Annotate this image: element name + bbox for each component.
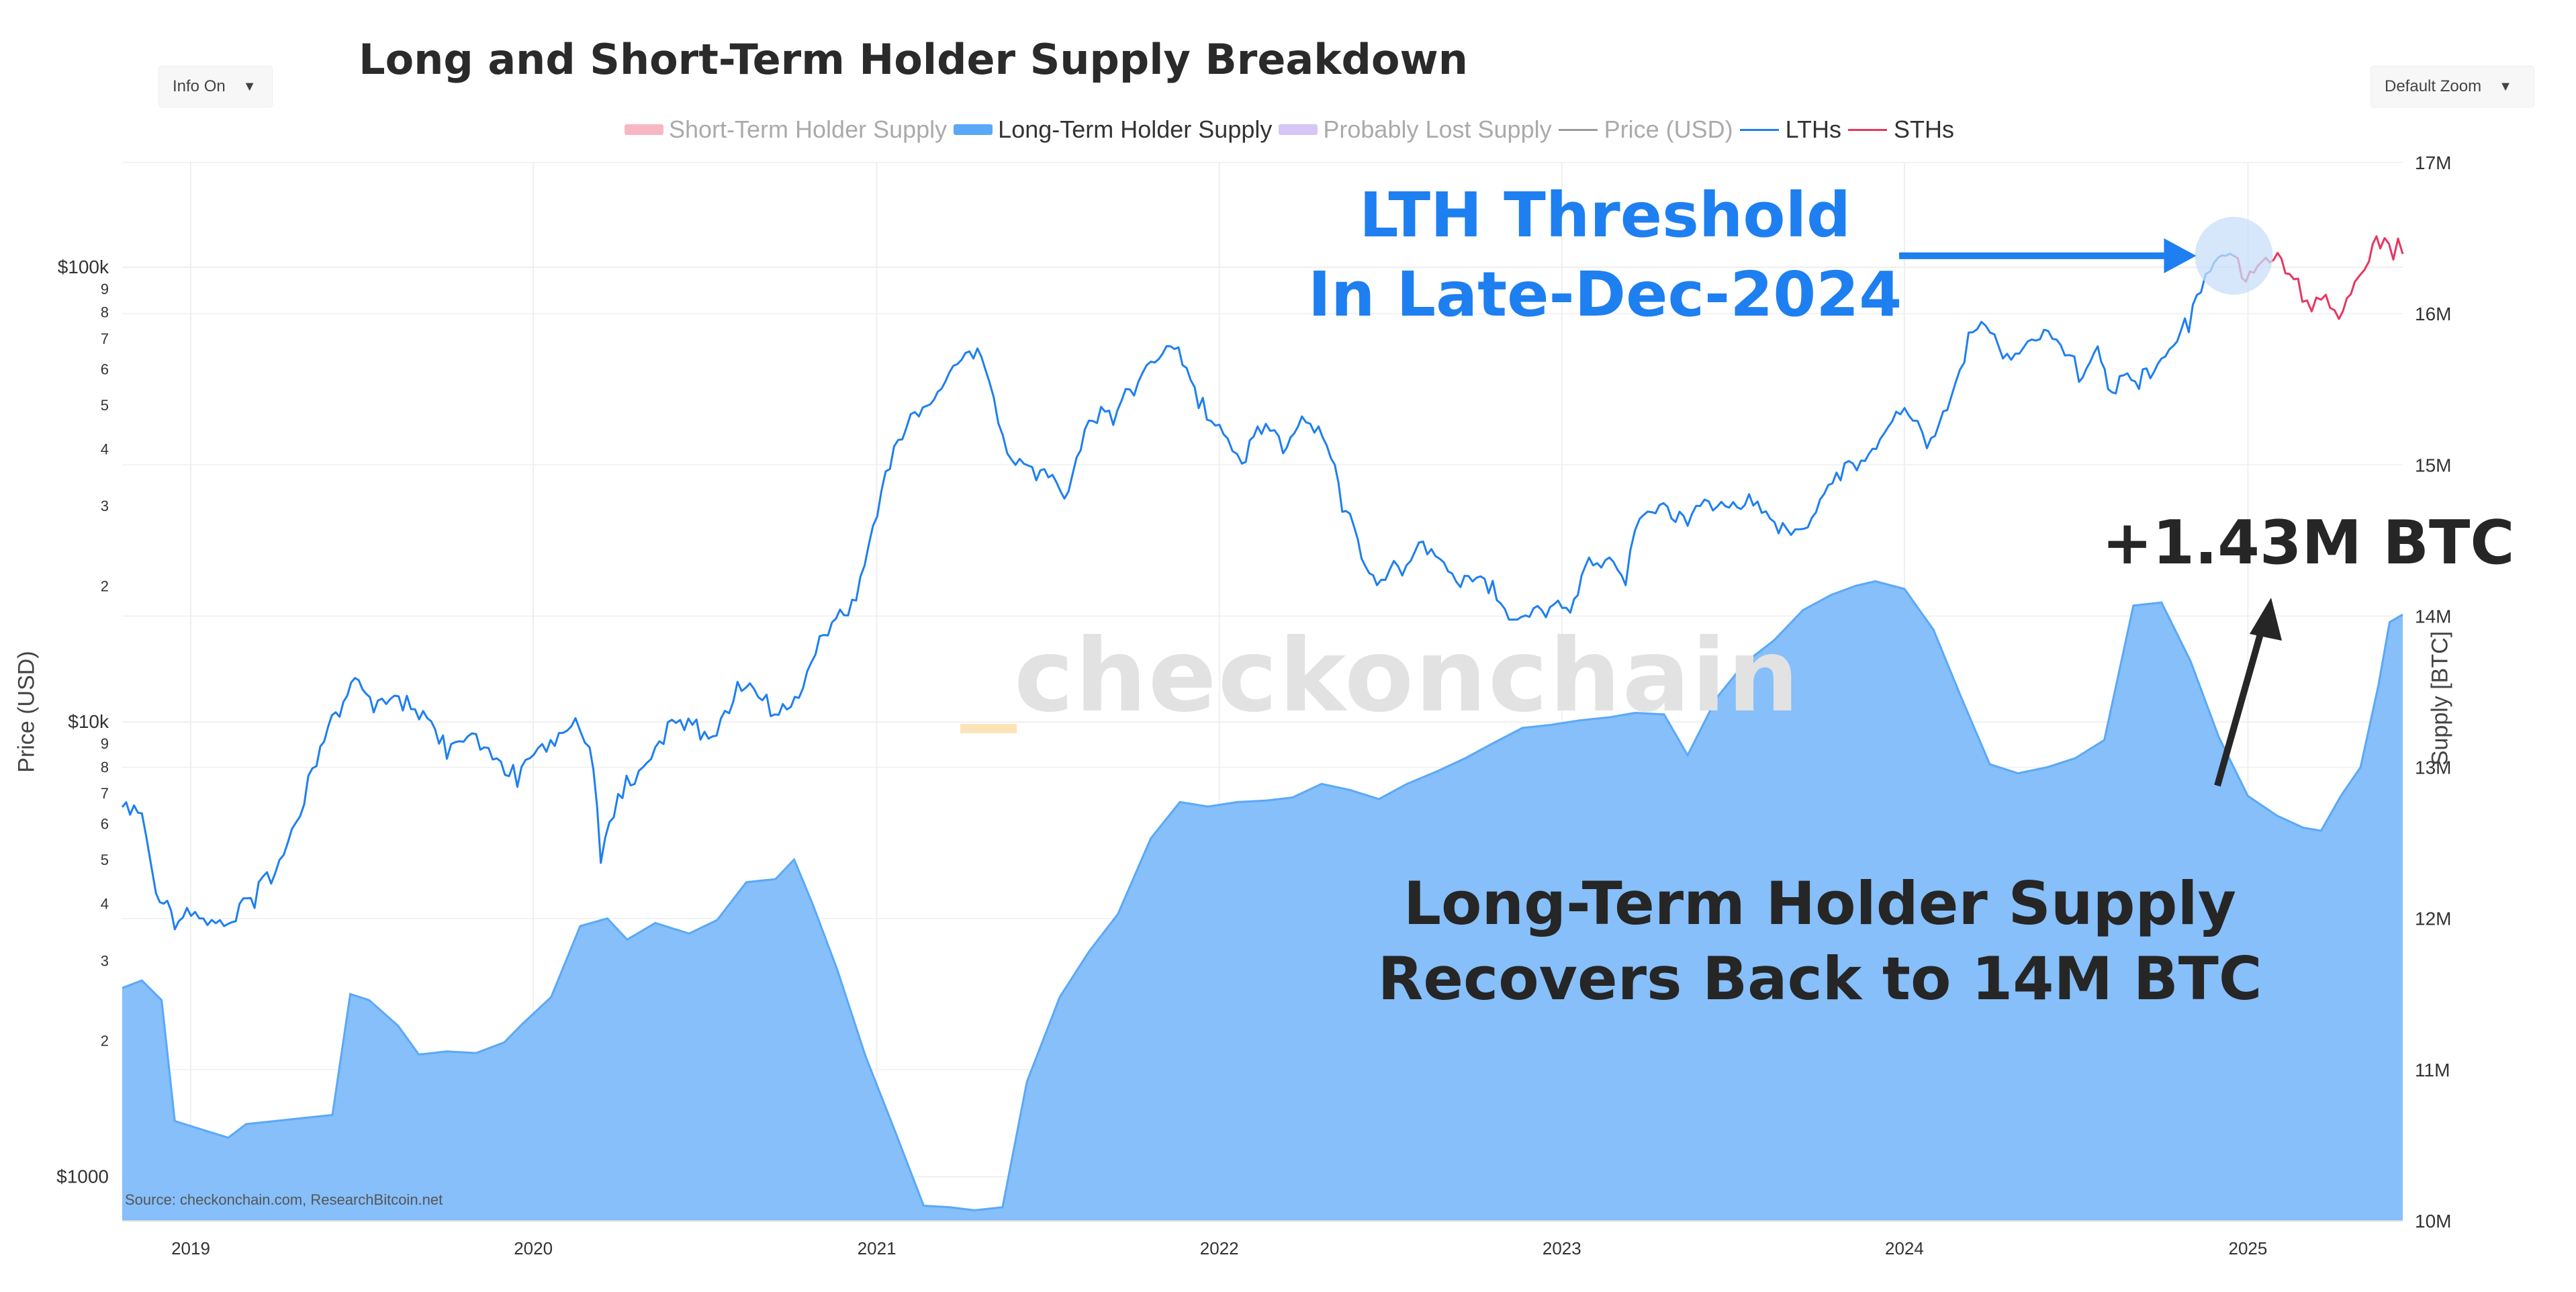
y-left-tick-label: 6 [101, 815, 109, 832]
legend-swatch [1558, 128, 1598, 131]
legend-item-sth-supply[interactable]: Short-Term Holder Supply [625, 116, 947, 144]
legend-swatch [1739, 128, 1779, 131]
x-tick-label: 2022 [1200, 1238, 1239, 1258]
y-left-tick-label: 5 [101, 851, 109, 868]
y-right-tick-label: 10M [2415, 1211, 2451, 1232]
threshold-arrow-head [2164, 238, 2197, 273]
annotation-line: Long-Term Holder Supply [1403, 869, 2237, 938]
legend-item-lth-supply[interactable]: Long-Term Holder Supply [954, 116, 1272, 144]
annotation-line: LTH Threshold [1359, 179, 1851, 251]
y-right-tick-label: 14M [2415, 606, 2451, 627]
y-axis-right-title: Supply [BTC] [2427, 631, 2453, 766]
axes: 2019 2020 2021 2022 2023 2024 2025 $1000 2 3 4 5 6 7 8… [56, 152, 2451, 1258]
annotation-line: Recovers Back to 14M BTC [1377, 944, 2262, 1013]
x-tick-label: 2024 [1885, 1238, 1924, 1258]
y-left-tick-label: 2 [101, 578, 109, 594]
y-left-tick-label: 9 [101, 281, 109, 297]
chevron-down-icon: ▼ [2499, 79, 2512, 94]
chart-legend: Short-Term Holder Supply Long-Term Holde… [625, 116, 1961, 144]
gain-annotation: +1.43M BTC [2102, 508, 2515, 578]
lth-threshold-annotation: LTH Threshold In Late-Dec-2024 [1303, 176, 1907, 334]
lths-price-line [121, 252, 2235, 931]
y-left-tick-label: 5 [101, 397, 109, 414]
y-left-tick-label: $10k [68, 711, 109, 732]
legend-label: Probably Lost Supply [1323, 116, 1552, 143]
y-left-tick-label: 8 [101, 759, 109, 776]
legend-swatch [625, 124, 663, 135]
info-dropdown-label: Info On [173, 77, 226, 95]
x-tick-label: 2025 [2228, 1238, 2267, 1258]
legend-label: STHs [1893, 116, 1954, 143]
y-left-tick-label: 9 [101, 735, 109, 752]
recovery-annotation: Long-Term Holder Supply Recovers Back to… [1377, 866, 2263, 1017]
chart-title: Long and Short-Term Holder Supply Breakd… [359, 35, 1468, 84]
gain-arrow-head [2250, 598, 2282, 641]
y-left-tick-label: 3 [101, 498, 109, 514]
series-layer [121, 216, 2404, 1221]
y-left-tick-label: 4 [101, 441, 109, 458]
zoom-dropdown-label: Default Zoom [2385, 77, 2482, 95]
y-left-tick-label: 4 [101, 896, 109, 913]
zoom-dropdown[interactable]: Default Zoom ▼ [2371, 66, 2534, 107]
legend-item-lost-supply[interactable]: Probably Lost Supply [1279, 116, 1552, 144]
y-left-tick-label: 8 [101, 304, 109, 321]
watermark-accent [960, 724, 1017, 733]
y-left-tick-label: $100k [58, 257, 109, 277]
legend-label: LTHs [1785, 116, 1841, 143]
gain-arrow-shaft [2214, 623, 2266, 787]
x-tick-label: 2019 [171, 1238, 210, 1258]
source-note: Source: checkonchain.com, ResearchBitcoi… [125, 1191, 443, 1208]
legend-swatch [1847, 128, 1887, 131]
y-right-tick-label: 15M [2415, 455, 2451, 475]
lth-supply-edge [122, 580, 2403, 1211]
y-right-tick-label: 16M [2415, 304, 2451, 324]
watermark: checkonchain [1014, 618, 1801, 735]
y-right-tick-label: 13M [2415, 757, 2451, 778]
y-left-tick-label: 2 [101, 1033, 109, 1050]
x-tick-label: 2021 [858, 1238, 896, 1258]
y-left-tick-label: 6 [101, 361, 109, 377]
annotation-line: In Late-Dec-2024 [1307, 259, 1902, 330]
y-right-tick-label: 17M [2415, 152, 2451, 173]
legend-item-price[interactable]: Price (USD) [1558, 116, 1733, 144]
y-right-tick-label: 12M [2415, 909, 2451, 929]
x-tick-label: 2023 [1543, 1238, 1581, 1258]
y-left-tick-label: 7 [101, 330, 109, 347]
chevron-down-icon: ▼ [242, 79, 257, 94]
y-left-tick-label: $1000 [56, 1166, 109, 1187]
y-right-tick-label: 11M [2415, 1060, 2450, 1080]
threshold-highlight-circle [2195, 216, 2273, 295]
legend-label: Short-Term Holder Supply [669, 116, 948, 143]
x-tick-label: 2020 [514, 1238, 553, 1258]
legend-item-lths[interactable]: LTHs [1739, 116, 1841, 144]
info-dropdown[interactable]: Info On ▼ [158, 66, 273, 107]
legend-label: Price (USD) [1604, 116, 1733, 143]
y-axis-left-title: Price (USD) [13, 651, 40, 773]
y-left-tick-label: 7 [101, 785, 109, 802]
y-left-tick-label: 3 [101, 952, 109, 969]
legend-item-sths[interactable]: STHs [1847, 116, 1954, 144]
lth-supply-area [122, 581, 2403, 1221]
legend-swatch [954, 124, 993, 135]
legend-swatch [1279, 124, 1318, 135]
legend-label: Long-Term Holder Supply [998, 116, 1273, 143]
